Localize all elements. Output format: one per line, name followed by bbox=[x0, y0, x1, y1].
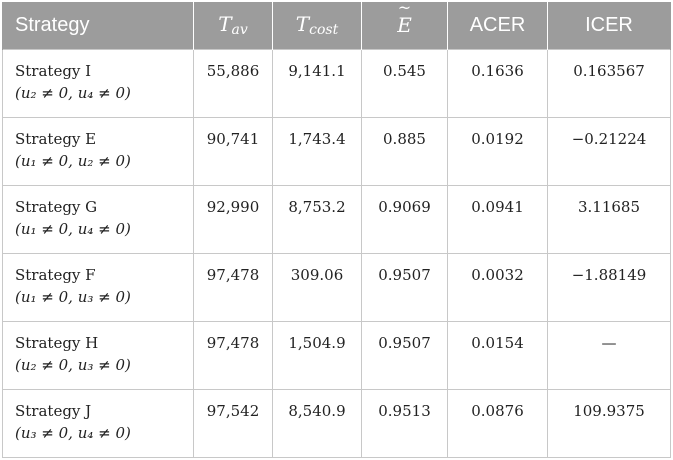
header-e-tilde: ~ E bbox=[361, 0, 448, 49]
acer-cell: 0.0032 bbox=[447, 252, 548, 322]
icer-cell: 109.9375 bbox=[547, 388, 671, 458]
strategy-name: Strategy F bbox=[15, 265, 96, 284]
e-cell: 0.545 bbox=[361, 48, 448, 118]
strategy-condition: (u₁ ≠ 0, u₃ ≠ 0) bbox=[15, 287, 131, 306]
strategy-name: Strategy G bbox=[15, 197, 98, 216]
tav-cell: 97,542 bbox=[193, 388, 273, 458]
header-tav: Tav bbox=[193, 2, 273, 49]
strategy-cell: Strategy J (u₃ ≠ 0, u₄ ≠ 0) bbox=[2, 388, 194, 458]
strategy-condition: (u₂ ≠ 0, u₃ ≠ 0) bbox=[15, 355, 131, 374]
header-row: Strategy Tav Tcost ~ E ACER ICER bbox=[2, 0, 671, 49]
strategy-cell: Strategy E (u₁ ≠ 0, u₂ ≠ 0) bbox=[2, 116, 194, 186]
strategy-condition: (u₁ ≠ 0, u₄ ≠ 0) bbox=[15, 219, 131, 238]
table-row: Strategy H (u₂ ≠ 0, u₃ ≠ 0) 97,478 1,504… bbox=[2, 320, 671, 390]
acer-cell: 0.0876 bbox=[447, 388, 548, 458]
table-row: Strategy I (u₂ ≠ 0, u₄ ≠ 0) 55,886 9,141… bbox=[2, 48, 671, 118]
acer-cell: 0.0941 bbox=[447, 184, 548, 254]
strategy-name: Strategy H bbox=[15, 333, 99, 352]
tilde-accent: ~ bbox=[397, 0, 412, 18]
strategy-condition: (u₂ ≠ 0, u₄ ≠ 0) bbox=[15, 83, 131, 102]
tcost-cell: 309.06 bbox=[272, 252, 362, 322]
acer-cell: 0.0154 bbox=[447, 320, 548, 390]
strategy-name: Strategy E bbox=[15, 129, 97, 148]
strategy-condition: (u₃ ≠ 0, u₄ ≠ 0) bbox=[15, 423, 131, 442]
tav-cell: 92,990 bbox=[193, 184, 273, 254]
tcost-cell: 8,540.9 bbox=[272, 388, 362, 458]
header-tav-sub: av bbox=[231, 22, 248, 39]
header-tav-base: T bbox=[218, 12, 232, 37]
header-tcost-base: T bbox=[295, 12, 310, 37]
table-row: Strategy F (u₁ ≠ 0, u₃ ≠ 0) 97,478 309.0… bbox=[2, 252, 671, 322]
header-strategy: Strategy bbox=[2, 2, 194, 49]
e-cell: 0.9069 bbox=[361, 184, 448, 254]
tav-cell: 90,741 bbox=[193, 116, 273, 186]
acer-cell: 0.1636 bbox=[447, 48, 548, 118]
strategy-cell: Strategy H (u₂ ≠ 0, u₃ ≠ 0) bbox=[2, 320, 194, 390]
icer-cell: −0.21224 bbox=[547, 116, 671, 186]
table-row: Strategy G (u₁ ≠ 0, u₄ ≠ 0) 92,990 8,753… bbox=[2, 184, 671, 254]
icer-cell: 0.163567 bbox=[547, 48, 671, 118]
strategy-cell: Strategy I (u₂ ≠ 0, u₄ ≠ 0) bbox=[2, 48, 194, 118]
e-cell: 0.9513 bbox=[361, 388, 448, 458]
icer-cell: 3.11685 bbox=[547, 184, 671, 254]
e-tilde-symbol: ~ E bbox=[397, 0, 412, 38]
tav-cell: 97,478 bbox=[193, 320, 273, 390]
strategy-name: Strategy I bbox=[15, 61, 92, 80]
tav-cell: 55,886 bbox=[193, 48, 273, 118]
table-row: Strategy E (u₁ ≠ 0, u₂ ≠ 0) 90,741 1,743… bbox=[2, 116, 671, 186]
header-icer: ICER bbox=[547, 2, 671, 49]
icer-cell: — bbox=[547, 320, 671, 390]
e-cell: 0.9507 bbox=[361, 252, 448, 322]
tcost-cell: 1,504.9 bbox=[272, 320, 362, 390]
header-tcost: Tcost bbox=[272, 2, 362, 49]
tcost-cell: 1,743.4 bbox=[272, 116, 362, 186]
e-cell: 0.885 bbox=[361, 116, 448, 186]
strategy-name: Strategy J bbox=[15, 401, 92, 420]
tcost-cell: 9,141.1 bbox=[272, 48, 362, 118]
tav-cell: 97,478 bbox=[193, 252, 273, 322]
icer-cell: −1.88149 bbox=[547, 252, 671, 322]
e-cell: 0.9507 bbox=[361, 320, 448, 390]
header-tcost-sub: cost bbox=[309, 22, 339, 39]
strategy-condition: (u₁ ≠ 0, u₂ ≠ 0) bbox=[15, 151, 131, 170]
strategy-cell: Strategy F (u₁ ≠ 0, u₃ ≠ 0) bbox=[2, 252, 194, 322]
header-e-base: E bbox=[397, 13, 412, 38]
strategy-cell: Strategy G (u₁ ≠ 0, u₄ ≠ 0) bbox=[2, 184, 194, 254]
header-acer: ACER bbox=[447, 2, 548, 49]
acer-cell: 0.0192 bbox=[447, 116, 548, 186]
tcost-cell: 8,753.2 bbox=[272, 184, 362, 254]
table-row: Strategy J (u₃ ≠ 0, u₄ ≠ 0) 97,542 8,540… bbox=[2, 388, 671, 458]
